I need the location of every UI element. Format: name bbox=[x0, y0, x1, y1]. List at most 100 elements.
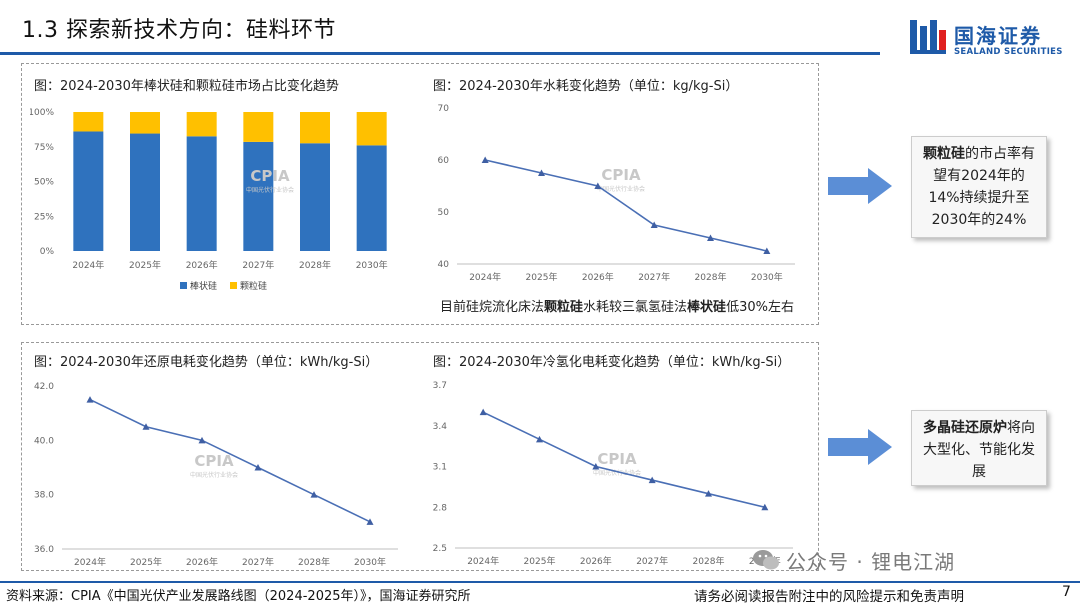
data-point-marker bbox=[707, 234, 714, 241]
series-line bbox=[484, 159, 768, 252]
legend-swatch bbox=[180, 282, 187, 289]
series-line bbox=[482, 411, 766, 509]
y-tick-label: 3.4 bbox=[433, 422, 448, 432]
data-point-marker bbox=[142, 423, 150, 430]
x-tick-label: 2025年 bbox=[129, 259, 161, 271]
hydrogenation-line-chart: 2.5 2.8 3.1 3.4 3.7 2024年 2025年 2026年 2027年 2028年… bbox=[433, 381, 793, 567]
x-tick-label: 2024年 bbox=[74, 556, 106, 568]
footer-divider bbox=[0, 581, 1080, 583]
x-tick-label: 2024年 bbox=[467, 555, 499, 567]
data-point-marker bbox=[705, 490, 712, 497]
y-tick-label: 60 bbox=[438, 156, 450, 166]
data-point-marker bbox=[198, 436, 206, 444]
y-tick-label: 38.0 bbox=[34, 491, 54, 501]
bar-segment-棒状硅 bbox=[243, 141, 274, 251]
bar-segment-棒状硅 bbox=[300, 143, 330, 251]
watermark-text: CPIA bbox=[597, 450, 637, 468]
y-tick-label: 2.8 bbox=[433, 503, 448, 513]
x-tick-label: 2025年 bbox=[524, 555, 556, 567]
sealand-logo-icon bbox=[910, 20, 946, 54]
callout-reduction-furnace: 多晶硅还原炉将向大型化、节能化发展 bbox=[911, 410, 1047, 486]
x-tick-label: 2026年 bbox=[582, 271, 614, 283]
bar-segment-颗粒硅 bbox=[356, 112, 387, 146]
bar-segment-颗粒硅 bbox=[243, 112, 274, 142]
series-line bbox=[89, 398, 371, 523]
watermark-subtext: 中国光伏行业协会 bbox=[593, 469, 641, 477]
data-point-marker bbox=[310, 491, 318, 498]
data-point-marker bbox=[538, 169, 545, 176]
y-tick-label: 36.0 bbox=[34, 545, 54, 555]
y-tick-label: 40 bbox=[438, 260, 450, 270]
data-point-marker bbox=[536, 435, 543, 443]
bar-segment-颗粒硅 bbox=[73, 112, 104, 132]
data-point-marker bbox=[254, 464, 262, 471]
data-point-marker bbox=[366, 518, 374, 525]
x-tick-label: 2026年 bbox=[580, 555, 612, 567]
logo-text-en: SEALAND SECURITIES bbox=[954, 47, 1063, 57]
x-tick-label: 2027年 bbox=[636, 555, 668, 567]
water-chart-title: 图：2024-2030年水耗变化趋势（单位：kg/kg-Si） bbox=[433, 79, 739, 94]
bar-segment-颗粒硅 bbox=[186, 112, 217, 137]
share-chart-title: 图：2024-2030年棒状硅和颗粒硅市场占比变化趋势 bbox=[34, 79, 339, 94]
y-tick-label: 0% bbox=[40, 247, 55, 257]
x-tick-label: 2025年 bbox=[130, 556, 162, 568]
footer bbox=[0, 581, 1080, 607]
legend-swatch bbox=[230, 282, 237, 289]
page-number: 7 bbox=[1062, 584, 1071, 600]
x-tick-label: 2028年 bbox=[298, 556, 330, 568]
data-point-marker bbox=[648, 476, 656, 484]
x-tick-label: 2030年 bbox=[356, 259, 388, 271]
x-tick-label: 2026年 bbox=[186, 259, 218, 271]
footer-source: 资料来源：CPIA《中国光伏产业发展路线图（2024-2025年）》，国海证券研… bbox=[6, 589, 471, 604]
x-tick-label: 2026年 bbox=[186, 556, 218, 568]
company-logo: 国海证券 SEALAND SECURITIES bbox=[908, 14, 1068, 60]
hydrogenation-chart-title: 图：2024-2030年冷氢化电耗变化趋势（单位：kWh/kg-Si） bbox=[433, 355, 791, 370]
wechat-account: 公众号 · 锂电江湖 bbox=[786, 550, 956, 574]
watermark-subtext: 中国光伏行业协会 bbox=[246, 186, 294, 194]
watermark-text: CPIA bbox=[250, 167, 290, 185]
y-tick-label: 3.7 bbox=[433, 381, 447, 391]
data-point-marker bbox=[479, 408, 487, 416]
wechat-icon bbox=[753, 550, 779, 570]
watermark-text: CPIA bbox=[601, 166, 641, 184]
data-point-marker bbox=[86, 396, 94, 403]
reduction-chart-title: 图：2024-2030年还原电耗变化趋势（单位：kWh/kg-Si） bbox=[34, 355, 379, 370]
reduction-line-chart: 36.0 38.0 40.0 42.0 2024年 2025年 2026年 2027年 2028… bbox=[34, 382, 398, 568]
watermark-text: CPIA bbox=[194, 452, 234, 470]
bar-segment-颗粒硅 bbox=[300, 112, 330, 144]
title-divider bbox=[0, 52, 880, 55]
right-arrow-icon bbox=[828, 168, 892, 204]
bar-segment-棒状硅 bbox=[73, 131, 104, 251]
x-tick-label: 2024年 bbox=[469, 271, 501, 283]
y-tick-label: 100% bbox=[30, 108, 54, 118]
x-tick-label: 2030年 bbox=[354, 556, 386, 568]
x-tick-label: 2028年 bbox=[695, 271, 727, 283]
y-tick-label: 2.5 bbox=[433, 544, 447, 554]
x-tick-label: 2030年 bbox=[751, 271, 783, 283]
watermark-subtext: 中国光伏行业协会 bbox=[597, 185, 645, 193]
bar-segment-棒状硅 bbox=[186, 136, 217, 251]
page-title: 1.3 探索新技术方向：硅料环节 bbox=[22, 18, 336, 43]
data-point-marker bbox=[650, 221, 658, 228]
y-tick-label: 42.0 bbox=[34, 382, 54, 392]
watermark-subtext: 中国光伏行业协会 bbox=[190, 471, 238, 479]
x-tick-label: 2027年 bbox=[638, 271, 670, 283]
water-note: 目前硅烷流化床法颗粒硅水耗较三氯氢硅法棒状硅低30%左右 bbox=[440, 300, 794, 315]
y-tick-label: 70 bbox=[438, 104, 450, 114]
data-point-marker bbox=[763, 247, 771, 254]
water-line-chart: 40 50 60 70 2024年 2025年 2026年 2027年 2028年 2030年 CP… bbox=[438, 104, 795, 283]
bar-segment-棒状硅 bbox=[130, 133, 160, 251]
data-point-marker bbox=[481, 156, 489, 163]
y-tick-label: 25% bbox=[34, 212, 54, 222]
legend-label: 棒状硅 bbox=[190, 280, 217, 292]
bar-segment-颗粒硅 bbox=[130, 112, 160, 134]
callout-granular-share: 颗粒硅的市占率有望有2024年的14%持续提升至2030年的24% bbox=[911, 136, 1047, 238]
data-point-marker bbox=[594, 182, 602, 189]
logo-text-cn: 国海证券 bbox=[954, 24, 1042, 48]
right-arrow-icon bbox=[828, 429, 892, 465]
y-tick-label: 40.0 bbox=[34, 436, 54, 446]
y-tick-label: 50 bbox=[438, 208, 450, 218]
x-tick-label: 2025年 bbox=[526, 271, 558, 283]
bottom-charts-panel bbox=[21, 342, 819, 571]
data-point-marker bbox=[592, 463, 600, 470]
